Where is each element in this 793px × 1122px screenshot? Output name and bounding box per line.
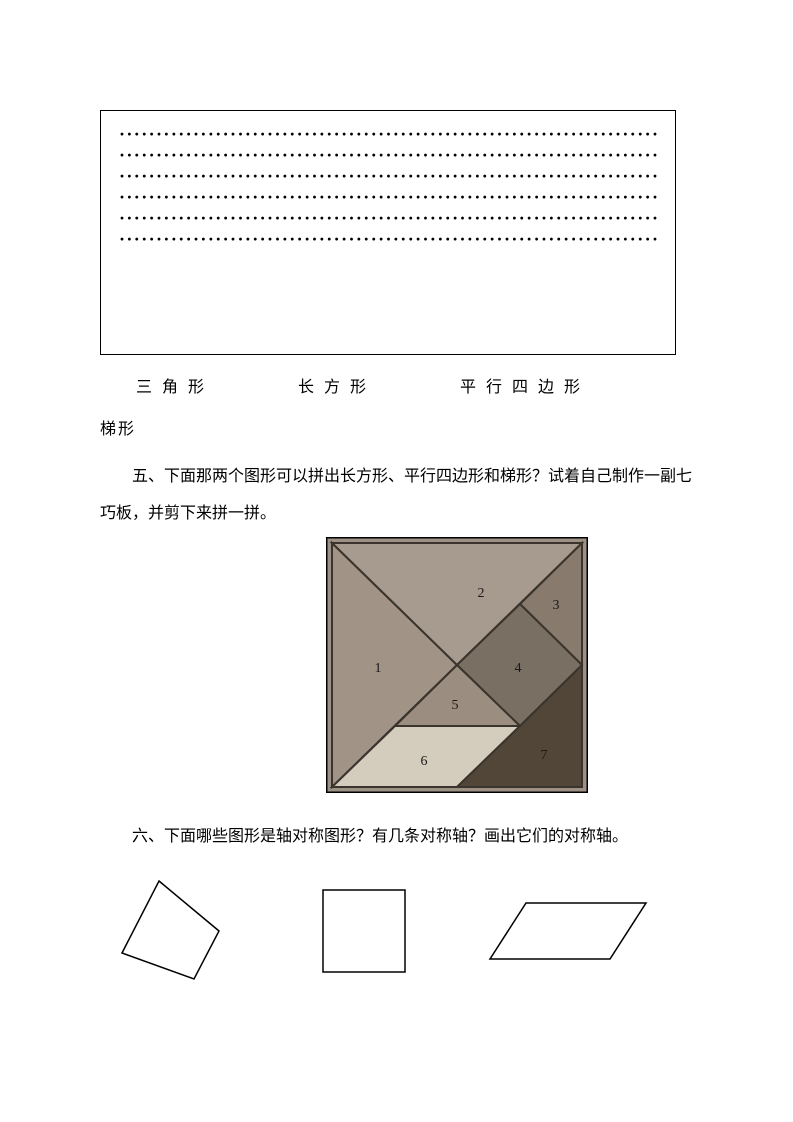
quadrilateral-shape xyxy=(104,871,244,991)
dotted-grid-box: ········································… xyxy=(100,110,676,355)
quadrilateral-polygon xyxy=(122,881,219,979)
question-five-text: 五、下面那两个图形可以拼出长方形、平行四边形和梯形？试着自己制作一副七巧板，并剪… xyxy=(100,459,693,533)
square-rect xyxy=(323,890,405,972)
tangram-container: 1 2 3 4 5 6 7 xyxy=(100,537,693,793)
square-shape xyxy=(314,881,414,981)
dotted-line: ········································… xyxy=(119,230,657,248)
shape-labels-row: 三 角 形 长 方 形 平 行 四 边 形 xyxy=(100,373,693,397)
tangram-label-7: 7 xyxy=(540,748,547,763)
rectangle-label: 长 方 形 xyxy=(298,379,369,396)
tangram-label-4: 4 xyxy=(514,661,521,676)
question-six-text: 六、下面哪些图形是轴对称图形？有几条对称轴？画出它们的对称轴。 xyxy=(100,819,693,856)
tangram-label-6: 6 xyxy=(420,754,427,769)
dotted-line: ········································… xyxy=(119,125,657,143)
tangram-label-3: 3 xyxy=(552,598,559,613)
parallelogram-polygon xyxy=(490,903,646,959)
dotted-line: ········································… xyxy=(119,209,657,227)
symmetry-shapes-row xyxy=(100,871,693,991)
parallelogram-shape xyxy=(484,891,654,971)
tangram-label-1: 1 xyxy=(374,661,381,676)
dotted-line: ········································… xyxy=(119,167,657,185)
tangram-label-5: 5 xyxy=(451,698,458,713)
dotted-line: ········································… xyxy=(119,146,657,164)
parallelogram-label: 平 行 四 边 形 xyxy=(460,379,583,396)
triangle-label: 三 角 形 xyxy=(136,379,207,396)
tangram-diagram: 1 2 3 4 5 6 7 xyxy=(326,537,588,793)
tangram-label-2: 2 xyxy=(477,586,484,601)
trapezoid-label: 梯形 xyxy=(100,415,693,439)
dotted-line: ········································… xyxy=(119,188,657,206)
